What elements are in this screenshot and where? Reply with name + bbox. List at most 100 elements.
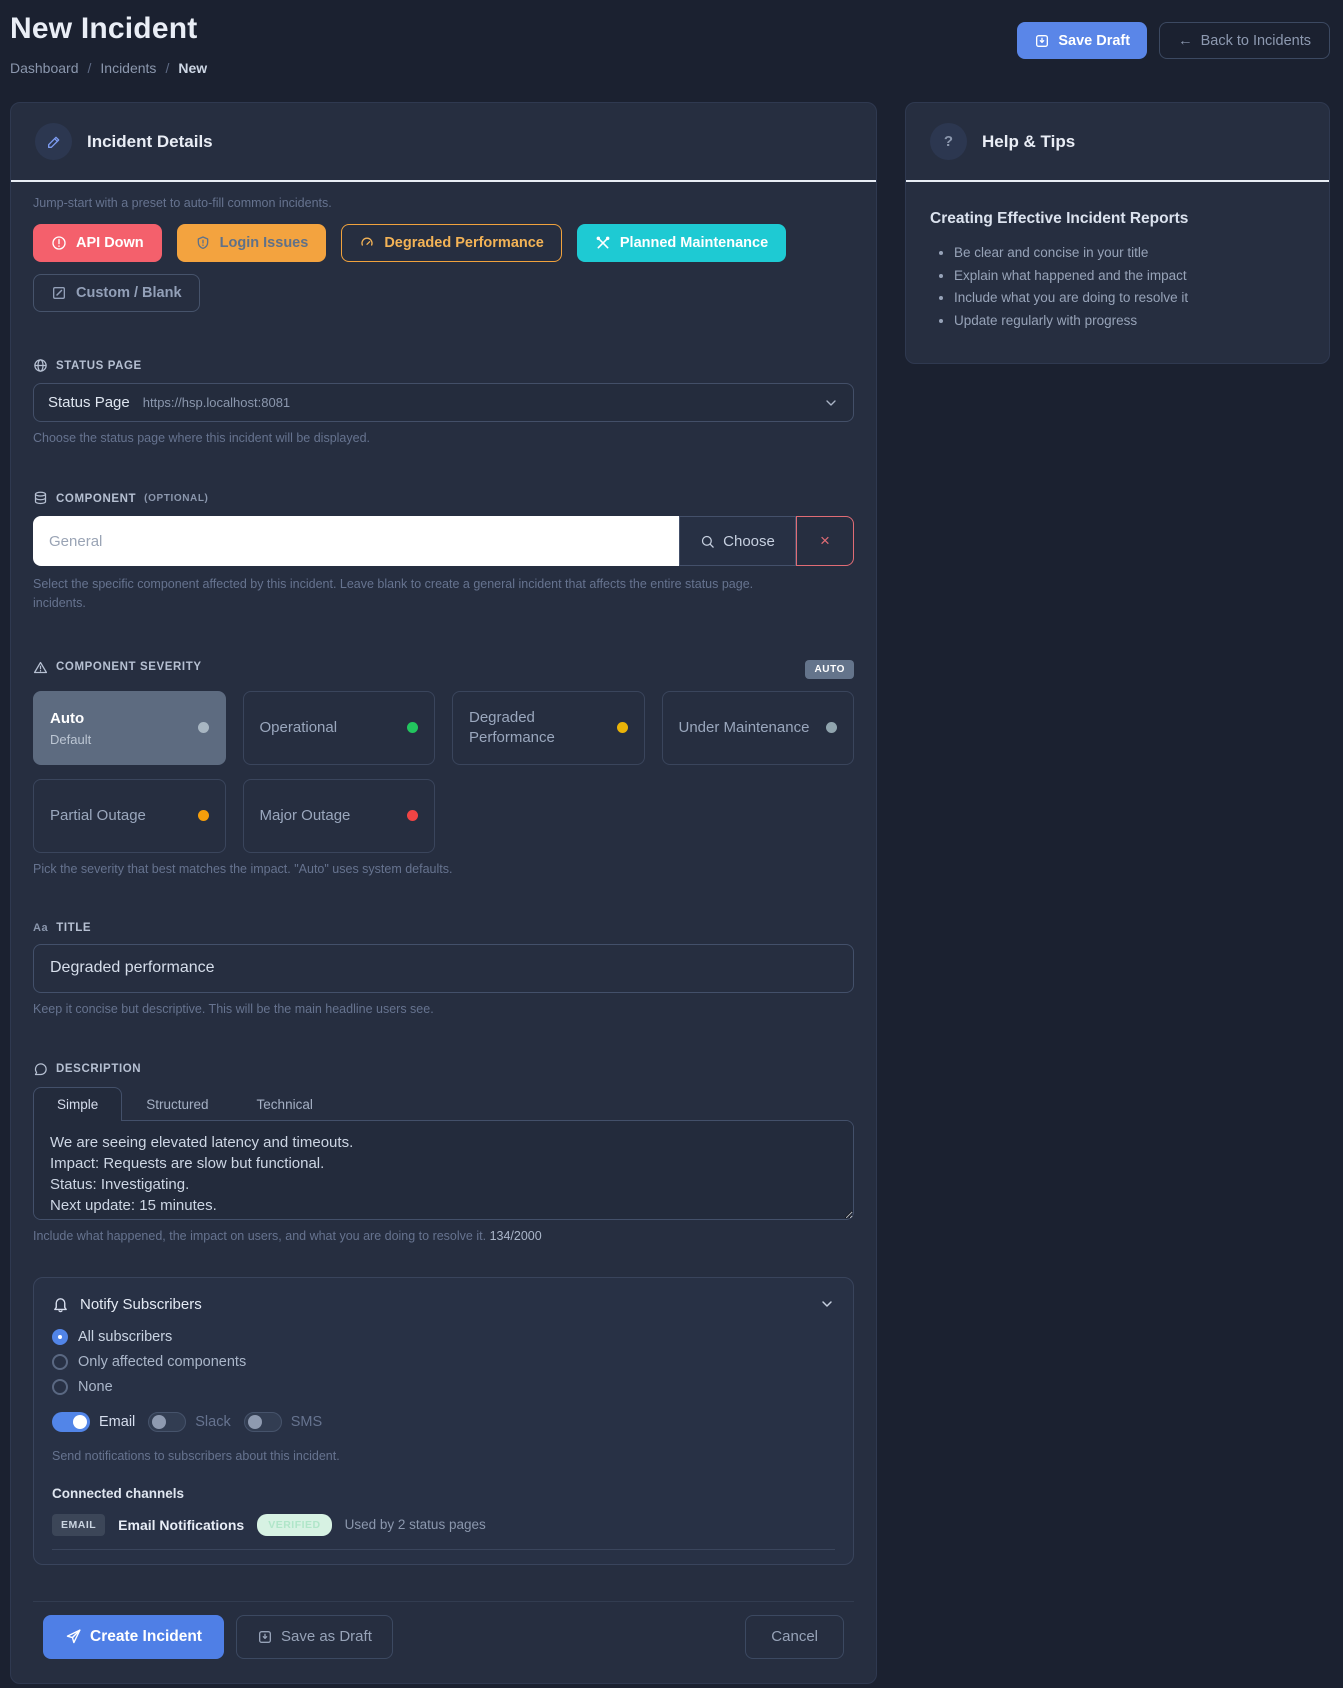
card-title: Incident Details (87, 131, 213, 151)
help-tips-header: ? Help & Tips (906, 103, 1329, 182)
title-helper: Keep it concise but descriptive. This wi… (33, 1001, 434, 1016)
radio-icon (52, 1353, 68, 1370)
incident-details-header: Incident Details (11, 103, 876, 182)
component-helper: Select the specific component affected b… (33, 577, 754, 611)
preset-login-issues[interactable]: Login Issues (176, 224, 327, 262)
save-draft-button[interactable]: Save Draft (1017, 22, 1148, 59)
close-icon: × (820, 531, 830, 550)
toggle-on-icon (52, 1411, 90, 1432)
severity-helper: Pick the severity that best matches the … (33, 861, 453, 876)
auto-badge: AUTO (805, 659, 854, 679)
bell-icon (52, 1296, 69, 1313)
help-heading: Creating Effective Incident Reports (930, 210, 1189, 227)
component-clear-button[interactable]: × (796, 516, 854, 566)
notify-subscribers-header[interactable]: Notify Subscribers (52, 1292, 835, 1329)
download-icon (257, 1629, 273, 1645)
save-as-draft-button[interactable]: Save as Draft (235, 1614, 393, 1659)
severity-dot (197, 810, 209, 822)
component-label: COMPONENT (OPTIONAL) (33, 491, 854, 506)
send-icon (65, 1628, 82, 1645)
channel-toggles: Email Slack SMS (52, 1411, 835, 1432)
arrow-left-icon: ← (1178, 32, 1193, 49)
help-tips-card: ? Help & Tips Creating Effective Inciden… (905, 102, 1330, 364)
topbar-actions: Save Draft ← Back to Incidents (1017, 8, 1330, 59)
severity-option-degraded[interactable]: Degraded Performance (452, 690, 645, 765)
help-tip: Be clear and concise in your title (954, 242, 1305, 265)
incident-title-input[interactable] (33, 943, 854, 993)
create-incident-button[interactable]: Create Incident (43, 1614, 224, 1659)
title-section: Aa TITLE Keep it concise but descriptive… (33, 922, 854, 1016)
severity-dot (407, 810, 418, 822)
chevron-down-icon (823, 395, 839, 411)
gauge-icon (359, 235, 375, 251)
form-footer: Create Incident Save as Draft Cancel (33, 1602, 854, 1683)
component-input[interactable] (33, 516, 679, 566)
preset-planned-maintenance[interactable]: Planned Maintenance (576, 224, 787, 262)
severity-option-partial-outage[interactable]: Partial Outage (33, 778, 226, 853)
channel-name: Email Notifications (118, 1516, 245, 1533)
severity-dot (826, 722, 837, 734)
title-label: Aa TITLE (33, 921, 92, 934)
pencil-icon (35, 123, 72, 160)
description-tabs: Simple Structured Technical (33, 1086, 854, 1121)
status-page-label: STATUS PAGE (33, 358, 854, 373)
alert-circle-icon (51, 235, 67, 251)
description-textarea[interactable] (33, 1119, 854, 1220)
notify-helper: Send notifications to subscribers about … (52, 1448, 340, 1463)
content: Incident Details Jump-start with a prese… (10, 102, 1330, 1684)
incident-form: Jump-start with a preset to auto-fill co… (11, 182, 876, 1683)
status-page-select[interactable]: Status Page https://hsp.localhost:8081 (33, 383, 854, 422)
breadcrumb-separator: / (87, 60, 92, 76)
description-helper: Include what happened, the impact on use… (33, 1228, 542, 1243)
severity-option-auto[interactable]: Auto Default (33, 690, 226, 765)
component-choose-button[interactable]: Choose (679, 516, 796, 566)
severity-option-major-outage[interactable]: Major Outage (242, 778, 435, 853)
preset-degraded-performance[interactable]: Degraded Performance (341, 224, 562, 262)
slack-toggle[interactable]: Slack (148, 1411, 231, 1432)
question-icon: ? (930, 123, 967, 160)
connected-channels-title: Connected channels (52, 1485, 185, 1501)
globe-icon (33, 358, 48, 373)
description-label: DESCRIPTION (33, 1062, 854, 1077)
preset-custom-blank[interactable]: Custom / Blank (33, 274, 200, 312)
status-page-helper: Choose the status page where this incide… (33, 431, 371, 445)
edit-square-icon (51, 285, 67, 301)
radio-icon (52, 1378, 68, 1395)
severity-dot (616, 722, 628, 734)
tab-simple[interactable]: Simple (33, 1086, 123, 1121)
cancel-button[interactable]: Cancel (745, 1614, 844, 1659)
char-count: 134/2000 (489, 1228, 542, 1243)
help-tip: Explain what happened and the impact (954, 265, 1305, 288)
severity-section: COMPONENT SEVERITY AUTO Auto Default (33, 659, 854, 876)
preset-api-down[interactable]: API Down (33, 224, 162, 262)
warning-icon (33, 660, 48, 675)
description-section: DESCRIPTION Simple Structured Technical … (33, 1062, 854, 1243)
tab-technical[interactable]: Technical (233, 1087, 337, 1121)
search-icon (700, 534, 715, 549)
severity-label: COMPONENT SEVERITY (33, 660, 202, 675)
status-page-section: STATUS PAGE Status Page https://hsp.loca… (33, 358, 854, 445)
shield-icon (195, 235, 211, 251)
radio-selected-icon (52, 1328, 68, 1345)
notify-subscribers-box: Notify Subscribers All subscribers Only … (33, 1276, 854, 1565)
sms-toggle[interactable]: SMS (243, 1411, 322, 1432)
audience-all-subscribers[interactable]: All subscribers (52, 1328, 835, 1345)
severity-option-under-maintenance[interactable]: Under Maintenance (661, 690, 854, 765)
download-icon (1034, 33, 1050, 49)
breadcrumb-current: New (178, 60, 208, 76)
topbar-left: New Incident Dashboard / Incidents / New (10, 8, 207, 76)
help-tip: Update regularly with progress (954, 310, 1305, 333)
tab-structured[interactable]: Structured (122, 1087, 232, 1121)
severity-option-operational[interactable]: Operational (242, 690, 435, 765)
breadcrumb-dashboard[interactable]: Dashboard (10, 60, 79, 76)
audience-none[interactable]: None (52, 1378, 835, 1395)
back-to-incidents-button[interactable]: ← Back to Incidents (1159, 22, 1330, 59)
preset-hint: Jump-start with a preset to auto-fill co… (33, 196, 332, 210)
help-body: Creating Effective Incident Reports Be c… (906, 182, 1329, 363)
component-section: COMPONENT (OPTIONAL) Choose × (33, 491, 854, 614)
audience-only-affected[interactable]: Only affected components (52, 1353, 835, 1370)
component-input-group: Choose × (33, 516, 854, 566)
email-toggle[interactable]: Email (52, 1411, 135, 1432)
breadcrumb-incidents[interactable]: Incidents (100, 60, 157, 76)
